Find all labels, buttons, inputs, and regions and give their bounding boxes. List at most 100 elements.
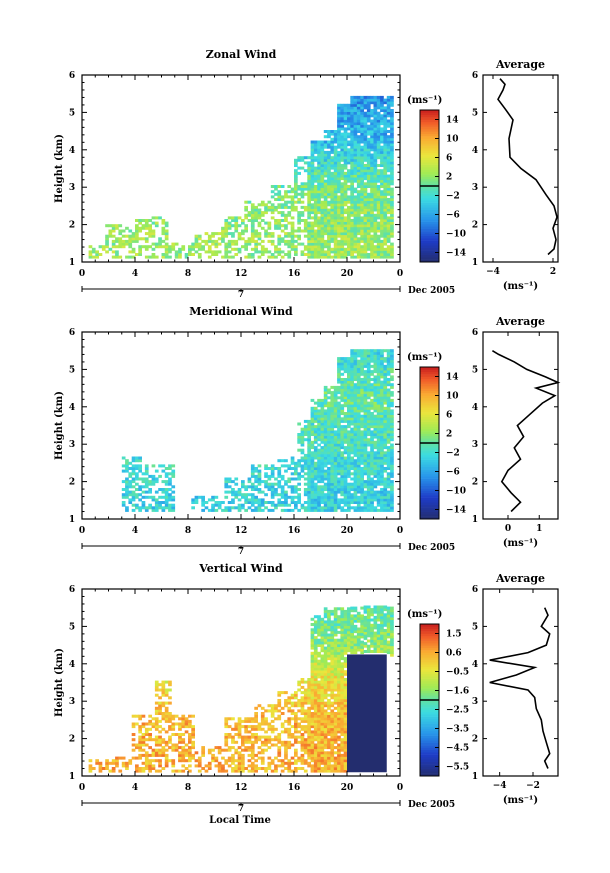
heatmap-cell (310, 769, 315, 773)
heatmap-cell (353, 116, 358, 120)
heatmap-cell (353, 150, 358, 154)
heatmap-cell (158, 501, 162, 504)
heatmap-cell (164, 709, 169, 713)
heatmap-cell (287, 232, 292, 236)
heatmap-cell (353, 433, 358, 436)
heatmap-cell (91, 255, 96, 259)
heatmap-cell (231, 255, 235, 259)
heatmap-cell (287, 255, 292, 259)
heatmap-cell (257, 767, 262, 770)
heatmap-cell (138, 727, 142, 731)
heatmap-cell (373, 417, 378, 421)
heatmap-cell (267, 485, 272, 489)
heatmap-cell (310, 493, 315, 497)
heatmap-cell (151, 242, 156, 246)
heatmap-cell (310, 688, 315, 692)
heatmap-cell (356, 130, 361, 133)
heatmap-cell (290, 761, 295, 765)
heatmap-cell (310, 440, 315, 444)
heatmap-cell (366, 177, 371, 181)
heatmap-cell (327, 733, 331, 736)
heatmap-cell (347, 464, 351, 468)
heatmap-cell (320, 216, 325, 220)
heatmap-cell (313, 498, 318, 502)
heatmap-cell (317, 503, 321, 507)
heatmap-cell (337, 709, 341, 713)
heatmap-cell (383, 383, 388, 387)
heatmap-cell (366, 169, 371, 173)
heatmap-cell (313, 667, 318, 671)
heatmap-cell (310, 636, 315, 640)
heatmap-cell (250, 761, 255, 765)
heatmap-cell (115, 756, 119, 760)
heatmap-cell (323, 472, 328, 476)
heatmap-cell (310, 472, 315, 476)
heatmap-cell (307, 208, 311, 212)
heatmap-cell (340, 477, 345, 481)
heatmap-cell (347, 456, 351, 460)
heatmap-cell (287, 503, 292, 507)
heatmap-cell (386, 219, 391, 222)
heatmap-cell (353, 467, 358, 470)
heatmap-cell (151, 753, 156, 757)
heatmap-cell (380, 422, 384, 426)
heatmap-cell (356, 488, 361, 491)
heatmap-cell (257, 506, 262, 510)
heatmap-cell (333, 245, 338, 249)
heatmap-cell (330, 239, 335, 243)
heatmap-cell (207, 234, 212, 238)
heatmap-cell (277, 485, 282, 489)
heatmap-cell (350, 367, 354, 371)
heatmap-cell (148, 474, 152, 478)
heatmap-cell (360, 148, 364, 152)
heatmap-cell (144, 759, 149, 763)
heatmap-cell (337, 414, 341, 418)
heatmap-cell (320, 725, 325, 729)
heatmap-cell (370, 451, 374, 455)
heatmap-cell (350, 433, 354, 436)
heatmap-cell (353, 166, 358, 170)
heatmap-cell (244, 508, 248, 512)
heatmap-cell (313, 224, 318, 228)
heatmap-cell (383, 182, 388, 186)
heatmap-cell (383, 192, 388, 196)
heatmap-cell (327, 143, 331, 147)
heatmap-cell (280, 740, 285, 744)
heatmap-cell (284, 205, 288, 209)
heatmap-cell (300, 451, 305, 455)
heatmap-cell (310, 501, 315, 504)
heatmap-cell (390, 98, 394, 102)
heatmap-cell (376, 482, 381, 486)
heatmap-cell (250, 751, 255, 755)
heatmap-cell (353, 446, 358, 450)
heatmap-cell (264, 748, 268, 752)
heatmap-cell (254, 239, 258, 243)
heatmap-cell (313, 427, 318, 431)
heatmap-cell (168, 472, 172, 476)
heatmap-cell (333, 620, 338, 624)
heatmap-cell (297, 472, 301, 476)
heatmap-cell (366, 216, 371, 220)
heatmap-cell (373, 391, 378, 395)
heatmap-cell (360, 474, 364, 478)
heatmap-cell (294, 735, 298, 739)
heatmap-cell (310, 459, 315, 463)
heatmap-cell (254, 717, 258, 721)
heatmap-cell (343, 250, 348, 254)
heatmap-cell (168, 701, 172, 705)
heatmap-cell (366, 219, 371, 222)
heatmap-cell (184, 743, 189, 747)
heatmap-cell (363, 357, 368, 361)
heatmap-cell (350, 467, 354, 470)
heatmap-cell (237, 237, 242, 241)
heatmap-cell (356, 219, 361, 222)
heatmap-cell (108, 761, 113, 765)
heatmap-cell (337, 482, 341, 486)
heatmap-cell (350, 391, 354, 395)
heatmap-cell (161, 751, 166, 755)
heatmap-cell (386, 419, 391, 423)
heatmap-cell (320, 446, 325, 450)
heatmap-cell (247, 764, 252, 768)
heatmap-cell (330, 145, 335, 149)
heatmap-cell (350, 182, 354, 186)
